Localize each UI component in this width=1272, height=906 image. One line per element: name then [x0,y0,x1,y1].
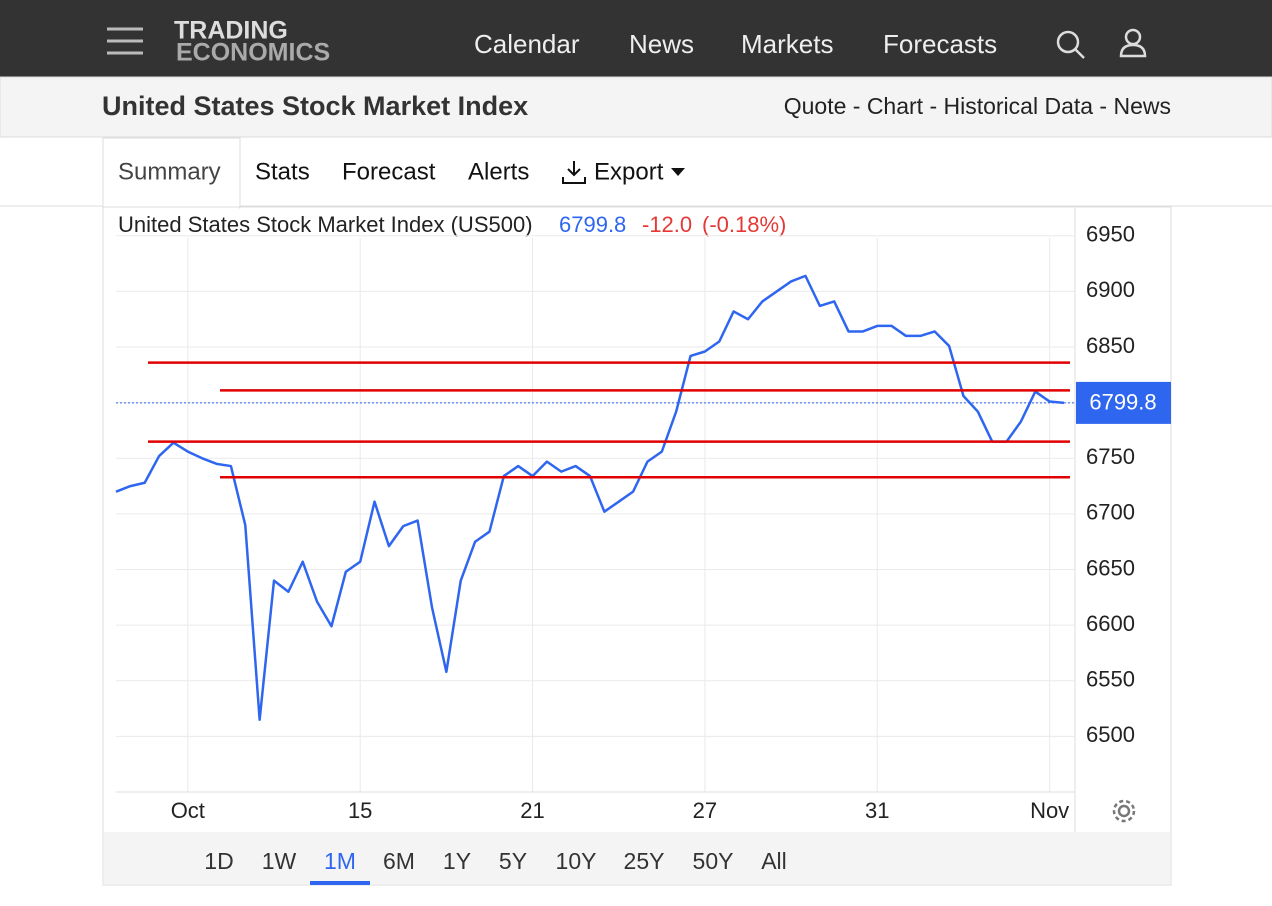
last-value-box [1076,381,1171,424]
y-tick-label: 6700 [1086,500,1135,525]
export-icon[interactable] [562,161,586,184]
tab[interactable]: Export [594,158,664,185]
caret[interactable] [671,168,685,176]
chart-frame [102,206,1172,886]
range-bar [104,832,1170,884]
range-button[interactable]: 1Y [443,848,471,874]
nav-item[interactable]: News [629,29,694,59]
tab-mask [104,200,239,210]
range-button[interactable]: 1D [204,848,233,874]
search-icon[interactable] [1056,30,1085,59]
nav-item[interactable]: Forecasts [883,29,997,59]
nav-bar [0,0,1272,77]
y-tick-label: 6550 [1086,667,1135,692]
active-tab [102,137,241,209]
range-button[interactable]: 1M [324,848,356,874]
x-tick-label: 21 [520,798,544,823]
nav-item[interactable]: Calendar [474,29,580,59]
last-value-label: 6799.8 [1089,390,1156,415]
y-tick-label: 6650 [1086,555,1135,580]
x-tick-label: Oct [171,798,205,823]
quote-change: -12.0 [642,212,692,237]
tab[interactable]: Alerts [468,158,529,185]
logo[interactable]: TRADING [174,17,288,45]
settings-icon[interactable] [1112,799,1136,823]
header-links[interactable]: Quote - Chart - Historical Data - News [784,93,1171,119]
page-title: United States Stock Market Index [102,91,528,121]
range-button[interactable]: All [761,848,787,874]
x-tick-label: Nov [1030,798,1069,823]
nav-item[interactable]: Markets [741,29,833,59]
y-tick-label: 6600 [1086,611,1135,636]
quote-price: 6799.8 [559,212,626,237]
y-tick-label: 6500 [1086,722,1135,747]
y-tick-label: 6850 [1086,333,1135,358]
quote-change-pct: (-0.18%) [702,212,786,237]
range-button[interactable]: 1W [262,848,297,874]
tab[interactable]: Summary [118,158,221,185]
user-icon[interactable] [1119,28,1147,58]
y-tick-label: 6950 [1086,222,1135,247]
sub-header [0,76,1272,138]
range-button[interactable]: 5Y [499,848,527,874]
range-button[interactable]: 25Y [624,848,665,874]
tab[interactable]: Stats [255,158,310,185]
y-tick-label: 6900 [1086,277,1135,302]
range-button[interactable]: 50Y [693,848,734,874]
range-active [310,881,370,885]
quote-name: United States Stock Market Index (US500) [118,212,533,237]
menu-icon[interactable] [107,27,143,55]
range-button[interactable]: 6M [383,848,415,874]
x-tick-label: 27 [693,798,717,823]
tab[interactable]: Forecast [342,158,436,185]
y-tick-label: 6750 [1086,444,1135,469]
x-tick-label: 15 [348,798,372,823]
range-button[interactable]: 10Y [556,848,597,874]
logo[interactable]: ECONOMICS [176,39,330,67]
x-tick-label: 31 [865,798,889,823]
